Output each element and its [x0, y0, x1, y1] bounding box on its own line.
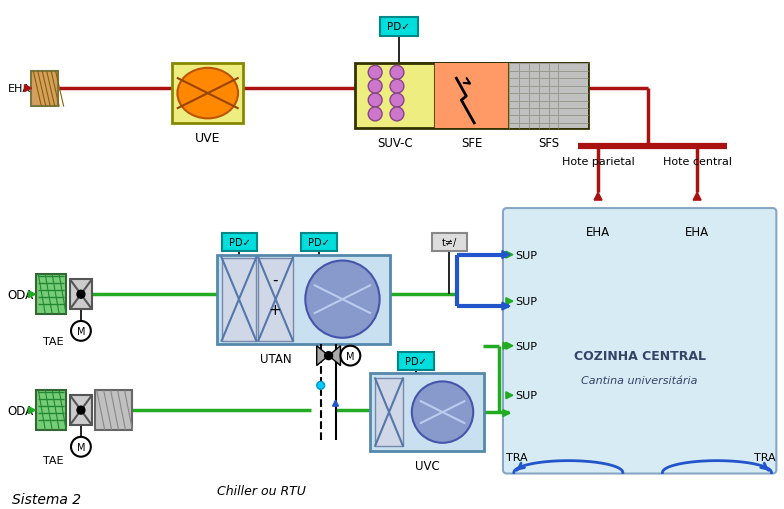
- Circle shape: [325, 352, 332, 360]
- Text: PD✓: PD✓: [308, 237, 329, 247]
- Text: M: M: [77, 442, 85, 452]
- Bar: [222, 258, 256, 341]
- Polygon shape: [503, 410, 510, 417]
- Polygon shape: [503, 343, 510, 350]
- Text: UVE: UVE: [195, 131, 220, 145]
- Text: TRA: TRA: [506, 452, 528, 462]
- Polygon shape: [506, 298, 513, 305]
- Text: UTAN: UTAN: [260, 352, 292, 365]
- Text: SUP: SUP: [515, 390, 537, 401]
- Text: ODA: ODA: [8, 404, 34, 417]
- Circle shape: [77, 406, 85, 414]
- Text: PD✓: PD✓: [405, 356, 426, 366]
- Circle shape: [368, 80, 382, 94]
- Circle shape: [368, 94, 382, 108]
- Bar: [434, 64, 509, 129]
- Text: Hote central: Hote central: [662, 156, 731, 166]
- Bar: [258, 258, 293, 341]
- Text: EHA: EHA: [586, 225, 610, 238]
- Text: EHA: EHA: [685, 225, 710, 238]
- Polygon shape: [328, 346, 340, 366]
- Polygon shape: [594, 193, 602, 201]
- Bar: [398, 352, 434, 370]
- Polygon shape: [693, 193, 701, 201]
- Text: SFS: SFS: [538, 136, 559, 150]
- Polygon shape: [317, 346, 328, 366]
- Text: Hote parietal: Hote parietal: [561, 156, 634, 166]
- Text: Cantina universitária: Cantina universitária: [582, 376, 698, 386]
- Bar: [70, 395, 92, 425]
- Text: +: +: [269, 302, 281, 317]
- Circle shape: [390, 80, 404, 94]
- FancyBboxPatch shape: [503, 209, 776, 473]
- Circle shape: [71, 321, 91, 341]
- Bar: [370, 374, 485, 451]
- Circle shape: [390, 66, 404, 80]
- Bar: [216, 255, 390, 344]
- Circle shape: [368, 108, 382, 122]
- Text: ODA: ODA: [8, 288, 34, 301]
- Polygon shape: [502, 302, 510, 310]
- Ellipse shape: [305, 261, 379, 338]
- Bar: [70, 280, 92, 309]
- Text: SUV-C: SUV-C: [377, 136, 413, 150]
- Text: EHA: EHA: [8, 84, 31, 94]
- Polygon shape: [28, 407, 35, 414]
- Text: t≠/: t≠/: [442, 237, 457, 247]
- Text: UVC: UVC: [415, 459, 440, 472]
- Text: SUP: SUP: [515, 250, 537, 260]
- Bar: [36, 275, 66, 315]
- Bar: [355, 64, 588, 129]
- Circle shape: [317, 382, 325, 389]
- Text: PD✓: PD✓: [229, 237, 250, 247]
- Bar: [509, 64, 588, 129]
- Polygon shape: [506, 343, 513, 350]
- Text: SUP: SUP: [515, 341, 537, 351]
- Polygon shape: [24, 86, 31, 93]
- Bar: [36, 390, 66, 430]
- Polygon shape: [506, 392, 513, 399]
- Text: TAE: TAE: [43, 455, 64, 465]
- Text: COZINHA CENTRAL: COZINHA CENTRAL: [574, 350, 706, 362]
- Ellipse shape: [177, 69, 238, 119]
- Text: SFE: SFE: [462, 136, 483, 150]
- Polygon shape: [332, 401, 339, 406]
- Circle shape: [77, 291, 85, 299]
- Polygon shape: [506, 251, 513, 259]
- Circle shape: [390, 94, 404, 108]
- Text: SUP: SUP: [515, 297, 537, 306]
- Bar: [95, 390, 132, 430]
- Text: Sistema 2: Sistema 2: [12, 492, 81, 506]
- Circle shape: [368, 66, 382, 80]
- Text: Chiller ou RTU: Chiller ou RTU: [217, 485, 306, 497]
- Bar: [376, 379, 403, 446]
- Polygon shape: [502, 251, 510, 259]
- Text: M: M: [347, 351, 354, 361]
- Circle shape: [390, 108, 404, 122]
- Bar: [172, 64, 243, 124]
- Circle shape: [71, 437, 91, 457]
- Bar: [31, 72, 58, 107]
- Bar: [432, 233, 467, 251]
- Text: -: -: [272, 272, 278, 287]
- Polygon shape: [28, 291, 35, 298]
- Text: TAE: TAE: [43, 336, 64, 346]
- Circle shape: [340, 346, 361, 366]
- Text: TRA: TRA: [753, 452, 775, 462]
- Ellipse shape: [412, 382, 474, 443]
- Text: M: M: [77, 326, 85, 336]
- Bar: [301, 233, 336, 251]
- Bar: [222, 233, 257, 251]
- Bar: [380, 18, 418, 37]
- Text: PD✓: PD✓: [387, 22, 411, 32]
